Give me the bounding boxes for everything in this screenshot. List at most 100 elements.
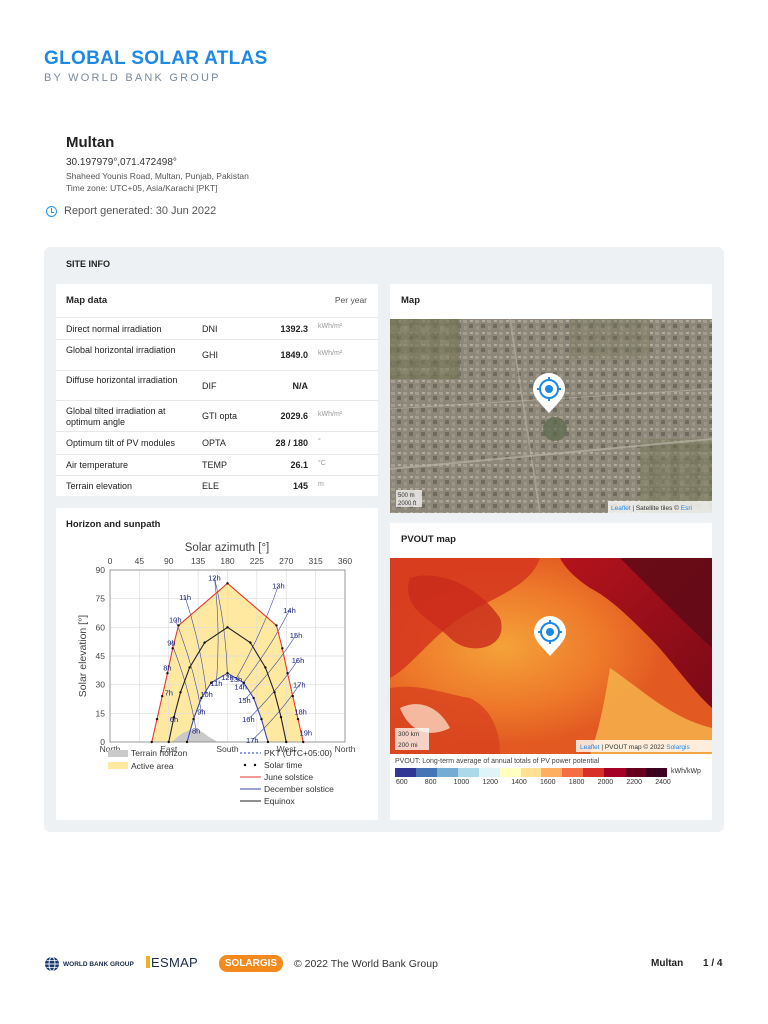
globe-icon	[45, 956, 59, 972]
sunpath-chart: Solar azimuth [°] 0 45 90 135 180 225 270 315 360…	[77, 542, 356, 806]
series-point	[296, 717, 300, 721]
hour-line	[240, 609, 290, 687]
map-attribution: Leaflet | Satellite tiles © Esri	[611, 504, 692, 512]
row-abbr: DNI	[202, 323, 218, 334]
pvout-color-swatch	[478, 768, 500, 777]
series-point	[286, 672, 289, 675]
series-point	[192, 717, 195, 721]
legend-terrain: Terrain horizon	[131, 748, 187, 758]
pvout-tick: 600	[396, 779, 408, 786]
horizon-title: Horizon and sunpath	[66, 519, 161, 530]
hour-label: 9h	[167, 639, 175, 648]
series-point	[185, 740, 189, 744]
legend-equinox: Equinox	[264, 796, 295, 806]
legend-solar-time: Solar time	[264, 760, 303, 770]
pvout-tick: 2000	[597, 779, 614, 786]
scale-km: 300 km	[398, 731, 419, 738]
direction-label: West	[277, 744, 297, 754]
series-point	[171, 647, 174, 650]
pvout-map[interactable]: 300 km 200 mi Leaflet | PVOUT map © 2022…	[390, 558, 712, 754]
location-coords: 30.197979°,071.472498°	[66, 157, 177, 168]
pvout-color-swatch	[499, 768, 521, 777]
row-abbr: OPTA	[202, 438, 226, 448]
legend-december: December solstice	[264, 784, 334, 794]
azimuth-tick: 90	[164, 556, 174, 566]
map-data-row: Air temperature TEMP 26.1 °C	[56, 454, 378, 475]
scale-mi: 200 mi	[398, 742, 418, 749]
map-data-title: Map data	[66, 295, 108, 306]
hour-line	[252, 684, 300, 741]
row-unit: m	[318, 480, 324, 488]
elevation-tick: 90	[96, 565, 106, 575]
pvout-color-swatch	[436, 768, 458, 777]
pvout-color-swatch	[625, 768, 647, 777]
row-label: Global horizontal irradiation	[66, 344, 176, 355]
hour-label: 16h	[292, 656, 305, 665]
satellite-map[interactable]: 500 m 2000 ft Leaflet | Satellite tiles …	[390, 319, 712, 513]
series-point	[302, 740, 305, 744]
pvout-attribution: Leaflet | PVOUT map © 2022 Solargis	[580, 743, 690, 751]
pvout-tick: 2200	[626, 779, 642, 786]
series-point	[226, 582, 229, 585]
location-pin-icon[interactable]	[533, 345, 565, 413]
scale-imperial: 2000 ft	[398, 501, 417, 507]
row-label: Diffuse horizontal irradiation	[66, 375, 178, 385]
report-date: Report generated: 30 Jun 2022	[46, 205, 216, 217]
elevation-tick: 15	[96, 708, 106, 718]
series-point	[273, 691, 276, 694]
azimuth-tick: 315	[309, 556, 323, 566]
hour-label: 6h	[170, 715, 178, 724]
direction-label: South	[216, 744, 238, 754]
series-point	[209, 681, 213, 684]
solargis-link[interactable]: Solargis	[666, 744, 690, 751]
azimuth-tick: 225	[250, 556, 264, 566]
series-point	[226, 626, 229, 629]
location-address: Shaheed Younis Road, Multan, Punjab, Pak…	[66, 171, 249, 181]
row-abbr: DIF	[202, 380, 217, 391]
pvout-scale-bar: 300 km 200 mi	[395, 728, 429, 750]
pvout-legend-text: PVOUT: Long-term average of annual total…	[395, 758, 600, 765]
hour-label: 18h	[294, 707, 307, 716]
series-point	[275, 624, 278, 627]
legend-june: June solstice	[264, 772, 313, 782]
hour-label: 17h	[246, 736, 259, 745]
report-date-label: Report generated: 30 Jun 2022	[64, 205, 217, 217]
site-info-label: SITE INFO	[66, 259, 111, 269]
map-data-card: Map data Per year Direct normal irradiat…	[56, 284, 378, 496]
leaflet-link[interactable]: Leaflet	[611, 505, 631, 512]
series-point	[266, 740, 270, 744]
terrain-horizon	[172, 729, 218, 742]
esri-link[interactable]: Esri	[681, 505, 692, 512]
series-point	[281, 647, 284, 650]
elevation-tick: 30	[96, 680, 106, 690]
series-point	[155, 717, 159, 721]
hour-line	[235, 585, 279, 680]
row-unit: °	[318, 437, 321, 445]
pvout-attribution-text: | PVOUT map © 2022	[600, 743, 667, 751]
location-timezone: Time zone: UTC+05, Asia/Karachi [PKT]	[66, 183, 218, 193]
leaflet-link[interactable]: Leaflet	[580, 744, 600, 751]
azimuth-tick: 45	[135, 556, 145, 566]
azimuth-tick: 0	[108, 556, 113, 566]
row-value: 1849.0	[280, 350, 308, 360]
chart-title: Solar azimuth [°]	[185, 542, 270, 554]
per-year-label: Per year	[334, 295, 367, 305]
legend-pkt: PKT (UTC+05:00)	[264, 748, 332, 758]
map-card: Map	[390, 284, 712, 513]
series-point	[252, 696, 255, 700]
hour-label: 19h	[300, 728, 313, 737]
row-unit: kWh/m²	[318, 323, 343, 330]
row-label: Optimum tilt of PV modules	[66, 438, 176, 448]
map-data-row: Terrain elevation ELE 145 m	[56, 475, 378, 496]
series-point	[166, 672, 169, 675]
pvout-color-scale	[395, 768, 667, 777]
pvout-tick: 1000	[453, 779, 470, 786]
hour-label: 12h	[208, 574, 221, 583]
series-point	[179, 691, 182, 694]
series-point	[203, 641, 206, 644]
series-point	[188, 666, 191, 669]
satellite-attribution: | Satellite tiles ©	[631, 504, 681, 512]
location-pin-icon[interactable]	[534, 616, 566, 656]
series-point	[242, 681, 246, 684]
hour-line	[184, 596, 207, 695]
